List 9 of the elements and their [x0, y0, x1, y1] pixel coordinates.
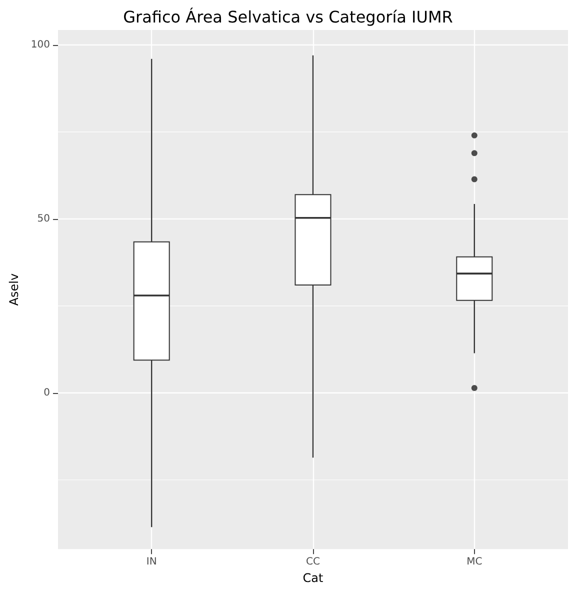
chart-title: Grafico Área Selvatica vs Categoría IUMR	[123, 8, 453, 26]
x-tick-label: MC	[466, 556, 482, 568]
y-tick-label: 100	[30, 39, 50, 50]
x-tick-label: IN	[146, 556, 157, 568]
x-axis-title: Cat	[302, 571, 324, 585]
x-tick-label: CC	[306, 556, 320, 568]
y-tick-label: 0	[44, 387, 50, 398]
y-tick-label: 50	[37, 213, 50, 224]
y-axis-title: Aselv	[7, 273, 21, 306]
